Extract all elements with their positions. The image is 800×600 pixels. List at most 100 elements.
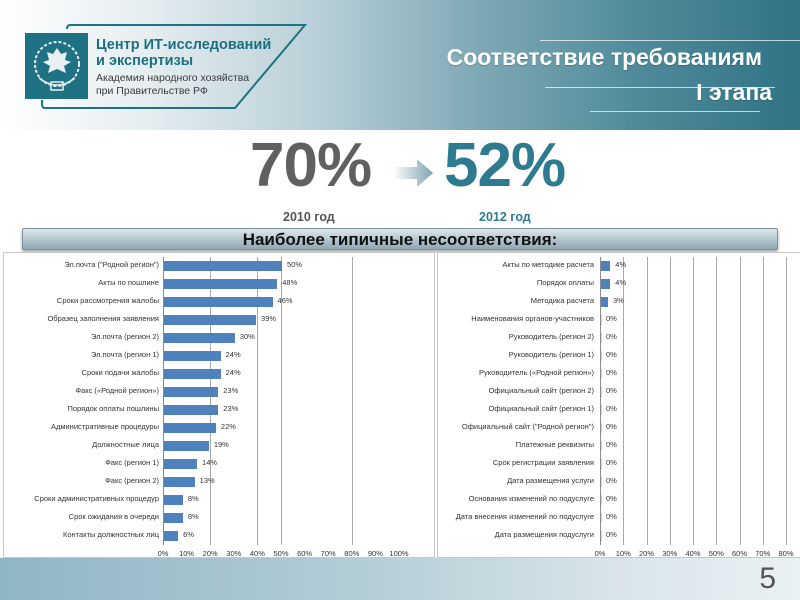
chart-row: Должностные лица 19%	[92, 437, 399, 455]
category-label: Порядок оплаты пошлины	[67, 404, 160, 413]
category-label: Порядок оплаты	[536, 278, 594, 287]
category-label: Официальный сайт ("Родной регион")	[461, 422, 594, 431]
chart-row: Наименования органов-участников 0%	[471, 311, 786, 329]
gridline	[646, 257, 648, 545]
data-bar	[601, 459, 602, 469]
value-label: 6%	[183, 530, 194, 539]
chart-row: Сроки подачи жалобы 24%	[82, 365, 399, 383]
category-label: Должностные лица	[92, 440, 159, 449]
data-bar	[601, 351, 602, 361]
data-bar	[601, 477, 602, 487]
category-label: Официальный сайт (регион 2)	[488, 386, 594, 395]
data-bar	[601, 423, 602, 433]
category-label: Срок регистрации заявления	[492, 458, 594, 467]
section-banner: Наиболее типичные несоответствия:	[22, 228, 778, 250]
year-label-2012: 2012 год	[479, 210, 531, 224]
gridline	[669, 257, 671, 545]
data-bar	[164, 333, 235, 343]
category-label: Наименования органов-участников	[471, 314, 594, 323]
data-bar	[601, 297, 608, 307]
chart-row: Факс (регион 2) 13%	[105, 473, 399, 491]
chart-row: Официальный сайт (регион 2) 0%	[489, 383, 786, 401]
x-tick-label: 20%	[638, 549, 655, 558]
category-label: Эл.почта (регион 1)	[90, 350, 159, 359]
data-bar	[601, 261, 611, 271]
category-label: Официальный сайт (регион 1)	[488, 404, 594, 413]
x-tick-label: 50%	[708, 549, 724, 558]
category-label: Факс («Родной регион»)	[75, 386, 159, 395]
category-label: Эл.почта (регион 2)	[90, 332, 159, 341]
chart-row: Факс («Родной регион») 23%	[75, 383, 399, 401]
value-label: 0%	[606, 422, 617, 431]
category-label: Руководитель («Родной регион»)	[479, 368, 594, 377]
category-label: Платежные реквизиты	[515, 440, 594, 449]
data-bar	[164, 279, 278, 289]
value-label: 0%	[606, 494, 617, 503]
value-label: 46%	[277, 296, 293, 305]
data-bar	[601, 531, 602, 541]
value-label: 19%	[213, 440, 229, 449]
org-sub-line2: при Правительстве РФ	[96, 85, 208, 97]
gridline	[693, 257, 694, 545]
value-label: 24%	[225, 350, 241, 359]
value-label: 23%	[223, 404, 239, 413]
x-tick-label: 80%	[344, 549, 360, 558]
value-label: 8%	[187, 512, 199, 521]
data-bar	[164, 531, 179, 541]
org-name-line1: Центр ИТ-исследований	[96, 37, 272, 53]
chart-row: Административные процедуры 22%	[51, 419, 399, 437]
category-label: Дата размещения подуслуги	[494, 530, 594, 539]
data-bar	[164, 387, 219, 397]
chart-row: Методика расчета 3%	[531, 293, 786, 311]
data-bar	[601, 495, 602, 505]
data-bar	[601, 369, 602, 379]
data-bar	[164, 459, 198, 469]
arrow-right-icon	[393, 159, 433, 187]
category-label: Руководитель (регион 2)	[508, 332, 594, 341]
slide-title-line2: I этапа	[696, 79, 772, 105]
chart-row: Дата размещения услуги 0%	[507, 473, 786, 491]
chart-row: Руководитель (регион 2) 0%	[509, 329, 786, 347]
category-label: Акты по методике расчета	[502, 260, 594, 269]
eagle-emblem-icon	[33, 41, 80, 91]
category-label: Сроки рассмотрения жалобы	[56, 296, 159, 305]
category-label: Срок ожидания в очереди	[68, 512, 159, 521]
data-bar	[164, 423, 216, 433]
x-tick-label: 0%	[594, 549, 606, 558]
percent-2012: 52%	[444, 131, 566, 200]
value-label: 0%	[606, 476, 617, 485]
value-label: 4%	[615, 260, 627, 269]
chart-row: Акты по пошлине 48%	[98, 275, 399, 293]
category-label: Факс (регион 1)	[105, 458, 159, 467]
gridline	[786, 257, 787, 545]
percent-2010: 70%	[250, 131, 372, 200]
data-bar	[601, 441, 602, 451]
value-label: 0%	[606, 458, 617, 467]
gridline	[351, 257, 353, 545]
value-label: 39%	[261, 314, 277, 323]
org-name-line2: и экспертизы	[96, 53, 194, 69]
gridline	[257, 257, 259, 545]
value-label: 14%	[202, 458, 218, 467]
value-label: 22%	[220, 422, 236, 431]
gridline	[281, 257, 282, 545]
x-tick-label: 30%	[662, 549, 678, 558]
chart-row: Эл.почта (регион 1) 24%	[91, 347, 399, 365]
chart-2010: Эл.почта ("Родной регион") 50% Акты по пош…	[3, 252, 435, 558]
x-tick-label: 10%	[179, 549, 195, 558]
data-bar	[601, 387, 602, 397]
data-bar	[164, 495, 183, 505]
value-label: 0%	[606, 404, 617, 413]
chart-row: Официальный сайт (регион 1) 0%	[489, 401, 786, 419]
x-tick-label: 90%	[367, 549, 383, 558]
data-bar	[164, 369, 221, 379]
chart-row: Основания изменений по подуслуге 0%	[469, 491, 786, 509]
value-label: 8%	[187, 494, 199, 503]
value-label: 48%	[282, 278, 298, 287]
category-label: Методика расчета	[530, 296, 594, 305]
header-band: Центр ИТ-исследований и экспертизы Акаде…	[0, 0, 800, 130]
value-label: 0%	[606, 314, 617, 323]
chart-row: Порядок оплаты пошлины 23%	[68, 401, 399, 419]
x-tick-label: 30%	[226, 549, 242, 558]
